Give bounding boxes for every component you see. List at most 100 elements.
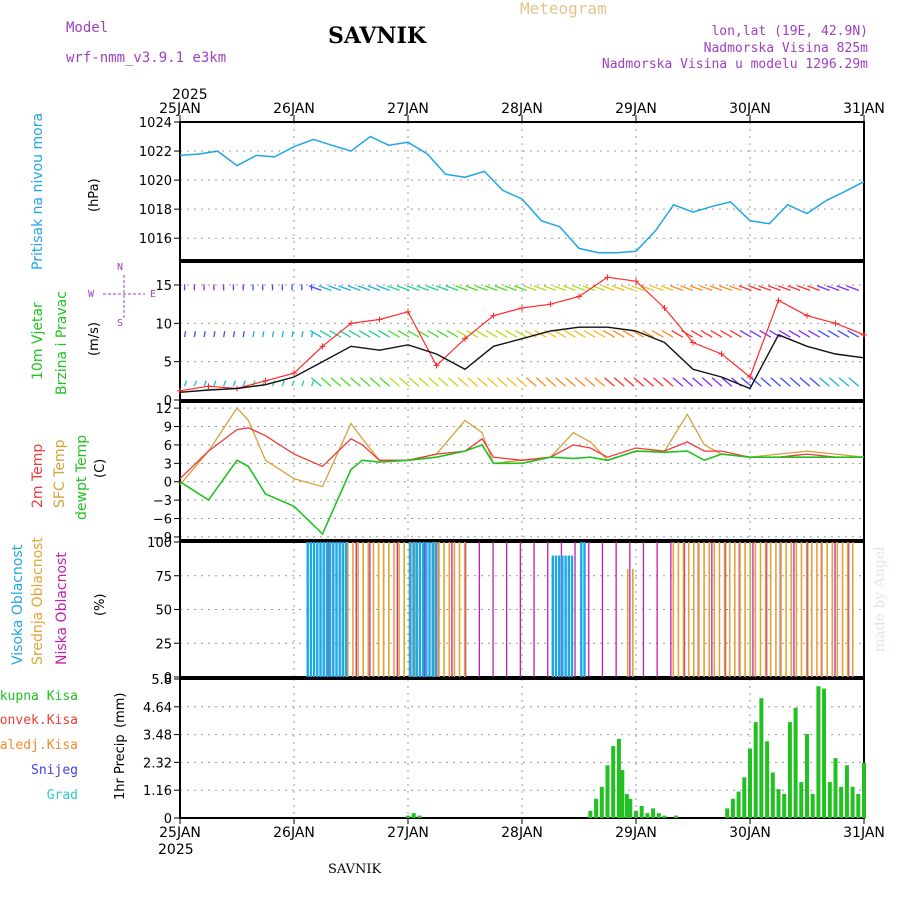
y-tick-label: 2.32 — [143, 756, 172, 771]
wind-barb — [310, 380, 315, 387]
wind-label-1: 10m Vjetar — [30, 302, 46, 380]
wind-barb — [562, 285, 576, 291]
wind-barb — [318, 285, 332, 291]
dewpoint-label: dewpt Temp — [74, 435, 90, 520]
x-tick-label-bottom: 25JAN — [159, 825, 201, 841]
wind-barb — [759, 330, 772, 338]
low-cloud-bar — [355, 542, 357, 677]
precip-bar — [856, 794, 861, 818]
precip-bar — [616, 738, 621, 818]
wind-barb — [417, 330, 430, 338]
wind-barb — [749, 330, 762, 338]
wind-barb — [418, 377, 430, 387]
wind-barb — [837, 330, 850, 338]
low-cloud-bar — [478, 542, 480, 677]
low-cloud-bar — [601, 542, 604, 677]
wind-barb — [846, 285, 860, 291]
wind-barb — [611, 285, 625, 291]
wind-barb — [271, 331, 275, 338]
wind-barb — [301, 331, 304, 338]
gust-point — [747, 374, 753, 380]
wind-barb — [523, 285, 537, 291]
mid-cloud-bar — [632, 569, 634, 677]
high-cloud-bar — [344, 542, 348, 677]
wind-barb — [348, 330, 361, 338]
wind-barb — [729, 285, 742, 291]
year-bottom: 2025 — [158, 842, 194, 858]
precip-legend-label: Zaledj.Kisa — [0, 738, 78, 753]
mid-cloud-bar — [769, 542, 772, 677]
y-tick-label: 1018 — [139, 203, 172, 218]
wind-barb — [466, 330, 479, 338]
gust-point — [804, 312, 810, 319]
y-tick-label: 1.16 — [143, 784, 172, 799]
wind-barb — [308, 285, 322, 291]
y-tick-label: 0 — [164, 671, 172, 686]
y-tick-label: 75 — [155, 570, 172, 585]
panel-frame — [179, 401, 865, 541]
precip-bar — [850, 786, 855, 818]
wind-barb — [777, 285, 791, 291]
y-tick-label: 50 — [155, 604, 172, 619]
wind-barb — [398, 377, 410, 387]
mid-cloud-bar — [718, 542, 721, 677]
wind-barb — [252, 331, 255, 338]
wind-barb — [416, 285, 430, 291]
wind-barb — [670, 285, 684, 291]
low-cloud-bar — [547, 542, 549, 677]
gust-point — [433, 362, 440, 369]
x-tick-label-bottom: 31JAN — [843, 825, 885, 841]
wind-barb — [760, 377, 772, 387]
wind-barb — [350, 377, 361, 387]
wind-barb — [213, 331, 216, 338]
wind-barb — [799, 377, 811, 387]
wind-barb — [819, 377, 830, 387]
wind-barb — [572, 285, 586, 291]
wind-barb — [681, 330, 694, 338]
mid-cloud-bar — [846, 542, 849, 677]
wind-barb — [778, 330, 791, 338]
wind-barb — [475, 330, 488, 338]
wind-barb — [329, 330, 342, 338]
gust-point — [319, 343, 326, 350]
gust-point — [348, 320, 354, 327]
wind-barb — [455, 285, 469, 291]
mid-cloud-bar — [744, 542, 746, 677]
wind-barb — [485, 330, 498, 338]
precip-bar — [417, 815, 422, 818]
precip-bar — [599, 786, 604, 818]
mid-cloud-bar — [795, 542, 798, 677]
low-cloud-bar — [656, 542, 658, 677]
wind-barb — [320, 377, 332, 387]
mid-cloud-bar — [805, 542, 808, 677]
wind-barb — [729, 330, 742, 338]
wind-barb — [367, 285, 381, 291]
mid-cloud-bar — [821, 542, 823, 677]
precip-bar — [406, 815, 410, 818]
precip-bar — [634, 810, 638, 818]
wind-barb — [604, 377, 615, 387]
wind-barb — [291, 380, 295, 387]
x-tick-label-top: 27JAN — [387, 101, 429, 117]
wind-barb — [377, 285, 390, 291]
wind-barb — [709, 285, 723, 291]
wind-barb — [369, 377, 381, 387]
wind-barb — [397, 330, 410, 338]
wind-barb — [797, 285, 811, 291]
precip-bar — [776, 789, 781, 818]
footer-station: SAVNIK — [328, 862, 382, 877]
mid-cloud-bar — [775, 542, 777, 677]
precip-legend-label: Grad — [47, 788, 78, 803]
mid-cloud-bar — [734, 542, 736, 677]
y-tick-label: −3 — [153, 494, 172, 509]
x-tick-label-top: 25JAN — [159, 101, 201, 117]
wind-barb — [475, 285, 488, 291]
low-cloud-bar — [670, 542, 672, 677]
precip-bar — [411, 813, 416, 818]
wind-barb — [748, 285, 762, 291]
precip-bar — [833, 758, 838, 818]
wind-barb — [387, 330, 400, 338]
mid-cloud-bar — [754, 542, 757, 677]
mid-cloud-bar — [388, 542, 390, 677]
wind-barb — [847, 330, 860, 338]
